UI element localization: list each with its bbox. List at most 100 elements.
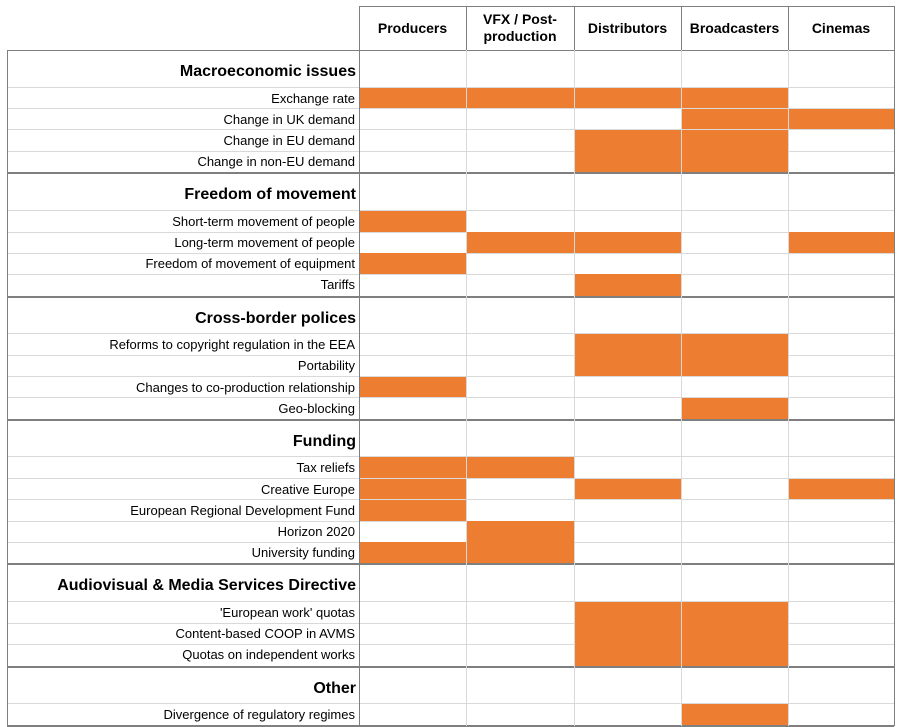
section-border: [7, 295, 894, 298]
section-border: [7, 563, 894, 566]
impact-cell-filled: [681, 334, 788, 356]
row-label: Horizon 2020: [277, 524, 355, 539]
impact-cell-filled: [466, 542, 574, 564]
impact-cell-filled: [681, 623, 788, 645]
table-left-border: [7, 50, 8, 727]
row-gridline: [7, 150, 894, 152]
section-heading: Freedom of movement: [184, 186, 356, 204]
header-divider: [574, 6, 575, 50]
column-header-2: Distributors: [587, 19, 668, 36]
impact-cell-filled: [681, 108, 788, 131]
row-label: Changes to co-production relationship: [136, 379, 355, 395]
section-heading-gridline: [7, 209, 894, 211]
section-heading: Cross-border polices: [195, 309, 356, 327]
row-label: Content-based COOP in AVMS: [175, 626, 355, 642]
row-gridline: [7, 354, 894, 356]
row-label: Change in EU demand: [223, 132, 355, 148]
row-label: Freedom of movement of equipment: [145, 256, 355, 272]
row-gridline: [7, 231, 894, 233]
section-heading: Other: [313, 679, 356, 697]
row-label: Short-term movement of people: [172, 213, 355, 229]
impact-cell-filled: [359, 457, 466, 480]
impact-matrix-table: Producers VFX / Post-production Distributo…: [7, 6, 895, 727]
column-gridline: [574, 6, 575, 727]
section-heading: Macroeconomic issues: [179, 63, 356, 80]
column-header-0: Producers: [377, 19, 448, 36]
impact-cell-filled: [681, 704, 788, 726]
row-label: University funding: [251, 545, 355, 561]
impact-cell-filled: [681, 129, 788, 152]
section-border: [7, 665, 894, 668]
label-column-border: [359, 6, 360, 727]
impact-cell-filled: [574, 623, 681, 645]
impact-cell-filled: [788, 478, 894, 501]
section-border: [7, 418, 894, 421]
column-header-1: VFX / Post-production: [483, 11, 557, 44]
row-label: Geo-blocking: [278, 400, 355, 416]
column-header-4: Cinemas: [811, 19, 871, 36]
section-heading: Audiovisual & Media Services Directive: [57, 577, 356, 595]
header-top-border: [359, 6, 894, 7]
impact-cell-filled: [681, 397, 788, 420]
impact-cell-filled: [574, 478, 681, 501]
impact-cell-filled: [359, 499, 466, 522]
row-label: European Regional Development Fund: [130, 502, 355, 518]
section-heading-gridline: [7, 600, 894, 602]
header-bottom-border: [7, 50, 894, 51]
row-label: Portability: [297, 358, 355, 374]
row-gridline: [7, 520, 894, 522]
column-gridline: [466, 6, 467, 727]
impact-cell-filled: [574, 334, 681, 356]
row-label: Creative Europe: [261, 481, 355, 497]
impact-cell-filled: [574, 644, 681, 666]
impact-cell-filled: [359, 478, 466, 501]
impact-cell-filled: [574, 601, 681, 624]
row-label: Divergence of regulatory regimes: [163, 707, 355, 722]
row-label: Change in non-EU demand: [197, 154, 355, 170]
row-gridline: [7, 622, 894, 624]
impact-cell-filled: [788, 232, 894, 254]
column-header-3: Broadcasters: [689, 19, 780, 36]
impact-cell-filled: [359, 87, 466, 110]
row-label: Reforms to copyright regulation in the E…: [109, 337, 355, 353]
impact-cell-filled: [466, 521, 574, 543]
impact-cell-filled: [574, 232, 681, 254]
impact-cell-filled: [359, 542, 466, 564]
row-gridline: [7, 273, 894, 275]
header-divider: [788, 6, 789, 50]
section-heading-gridline: [7, 333, 894, 335]
section-heading-gridline: [7, 456, 894, 458]
section-heading: Funding: [292, 432, 356, 450]
section-heading-gridline: [7, 86, 894, 88]
impact-cell-filled: [681, 151, 788, 173]
impact-cell-filled: [681, 601, 788, 624]
row-label: Exchange rate: [271, 90, 355, 106]
impact-cell-filled: [788, 108, 894, 131]
row-label: Tariffs: [320, 277, 355, 293]
impact-cell-filled: [466, 87, 574, 110]
row-gridline: [7, 397, 894, 399]
impact-cell-filled: [681, 644, 788, 666]
impact-cell-filled: [574, 274, 681, 297]
impact-cell-filled: [359, 253, 466, 275]
header-divider: [466, 6, 467, 50]
section-border: [7, 172, 894, 175]
row-label: Change in UK demand: [223, 111, 355, 127]
impact-cell-filled: [681, 87, 788, 110]
row-gridline: [7, 129, 894, 131]
impact-cell-filled: [574, 151, 681, 173]
impact-cell-filled: [574, 129, 681, 152]
impact-cell-filled: [359, 210, 466, 233]
row-label: 'European work' quotas: [219, 604, 355, 620]
impact-cell-filled: [466, 457, 574, 480]
table-right-border: [894, 6, 895, 727]
impact-cell-filled: [574, 87, 681, 110]
column-gridline: [788, 6, 789, 727]
row-gridline: [7, 108, 894, 110]
impact-cell-filled: [466, 232, 574, 254]
column-gridline: [681, 6, 682, 727]
impact-cell-filled: [681, 355, 788, 377]
impact-cell-filled: [359, 376, 466, 399]
impact-cell-filled: [574, 355, 681, 377]
row-gridline: [7, 643, 894, 645]
